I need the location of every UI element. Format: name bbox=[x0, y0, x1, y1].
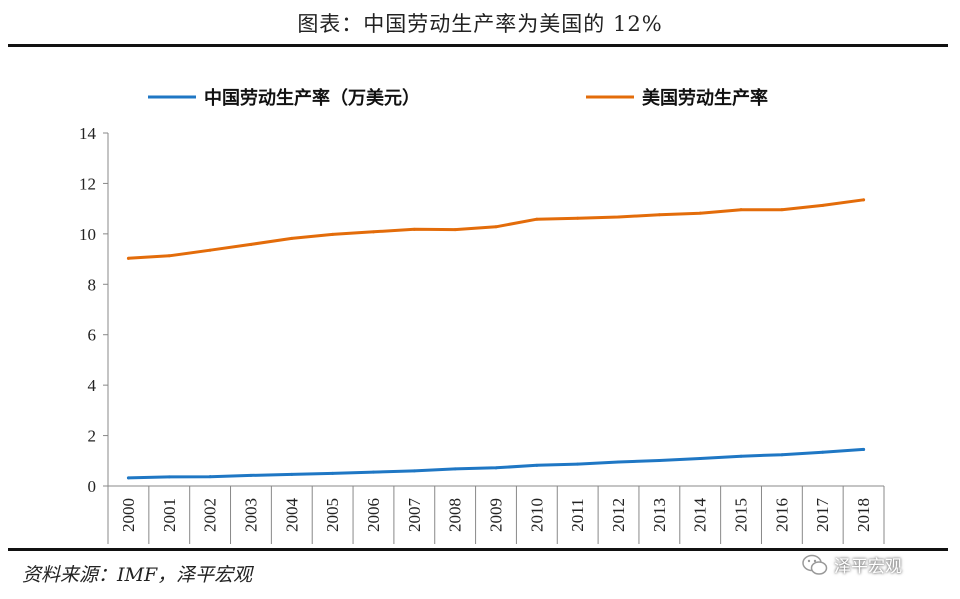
data-point bbox=[862, 198, 866, 202]
x-tick-label: 2012 bbox=[609, 498, 628, 532]
legend: 中国劳动生产率（万美元） 美国劳动生产率 bbox=[148, 87, 768, 109]
data-point bbox=[371, 230, 375, 234]
data-point bbox=[412, 469, 416, 473]
data-point bbox=[167, 475, 171, 479]
series-line-1 bbox=[126, 198, 866, 260]
x-tick-label: 2007 bbox=[405, 498, 424, 533]
data-point bbox=[780, 208, 784, 212]
y-tick-label: 8 bbox=[88, 275, 97, 294]
data-point bbox=[698, 211, 702, 215]
data-point bbox=[167, 254, 171, 258]
data-point bbox=[576, 216, 580, 220]
x-tick-label: 2005 bbox=[323, 498, 342, 532]
x-tick-label: 2000 bbox=[119, 498, 138, 532]
data-point bbox=[657, 459, 661, 463]
x-tick-label: 2016 bbox=[772, 498, 791, 532]
x-tick-label: 2013 bbox=[650, 498, 669, 532]
y-tick-label: 6 bbox=[88, 326, 97, 345]
data-point bbox=[821, 203, 825, 207]
data-point bbox=[453, 228, 457, 232]
data-point bbox=[698, 457, 702, 461]
data-point bbox=[290, 236, 294, 240]
x-tick-label: 2017 bbox=[813, 498, 832, 533]
data-point bbox=[371, 470, 375, 474]
data-point bbox=[494, 225, 498, 229]
y-tick-label: 14 bbox=[79, 124, 97, 143]
data-point bbox=[126, 256, 130, 260]
x-tick-label: 2009 bbox=[487, 498, 506, 532]
y-tick-label: 2 bbox=[88, 427, 97, 446]
data-point bbox=[208, 475, 212, 479]
data-point bbox=[821, 450, 825, 454]
bottom-rule bbox=[8, 548, 948, 551]
x-tick-label: 2015 bbox=[732, 498, 751, 532]
data-point bbox=[453, 467, 457, 471]
x-tick-label: 2008 bbox=[446, 498, 465, 532]
data-point bbox=[249, 242, 253, 246]
data-point bbox=[331, 232, 335, 236]
y-tick-label: 12 bbox=[79, 174, 96, 193]
legend-label-0: 中国劳动生产率（万美元） bbox=[204, 87, 420, 109]
data-point bbox=[739, 208, 743, 212]
x-tick-label: 2018 bbox=[854, 498, 873, 532]
data-point bbox=[862, 447, 866, 451]
data-point bbox=[535, 217, 539, 221]
data-point bbox=[739, 454, 743, 458]
y-tick-label: 10 bbox=[79, 225, 96, 244]
x-tick-label: 2003 bbox=[241, 498, 260, 532]
data-point bbox=[657, 213, 661, 217]
data-point bbox=[331, 471, 335, 475]
data-point bbox=[412, 227, 416, 231]
x-tick-label: 2011 bbox=[568, 498, 587, 531]
legend-label-1: 美国劳动生产率 bbox=[642, 87, 768, 109]
y-tick-label: 0 bbox=[88, 477, 97, 496]
x-tick-label: 2006 bbox=[364, 498, 383, 532]
data-point bbox=[617, 215, 621, 219]
x-tick-label: 2004 bbox=[282, 498, 301, 533]
data-point bbox=[780, 453, 784, 457]
y-tick-label: 4 bbox=[88, 376, 97, 395]
data-point bbox=[249, 473, 253, 477]
data-point bbox=[617, 460, 621, 464]
wechat-icon bbox=[802, 554, 828, 575]
data-point bbox=[208, 248, 212, 252]
data-point bbox=[126, 476, 130, 480]
source-note: 资料来源：IMF，泽平宏观 bbox=[22, 564, 253, 586]
top-rule bbox=[8, 44, 948, 47]
watermark-text: 泽平宏观 bbox=[834, 557, 902, 577]
x-tick-label: 2001 bbox=[160, 498, 179, 532]
axes: 0 2 4 6 8 10 12 14 2000 2001 2002 2003 2004 2005 2006 2… bbox=[79, 124, 885, 544]
watermark: 泽平宏观 bbox=[802, 552, 902, 577]
series-lines bbox=[126, 198, 866, 480]
x-tick-label: 2010 bbox=[527, 498, 546, 532]
x-tick-label: 2002 bbox=[201, 498, 220, 532]
x-tick-label: 2014 bbox=[691, 498, 710, 533]
data-point bbox=[535, 463, 539, 467]
series-line-0 bbox=[126, 447, 866, 480]
data-point bbox=[576, 462, 580, 466]
chart-title: 图表：中国劳动生产率为美国的 12% bbox=[297, 12, 663, 36]
data-point bbox=[494, 466, 498, 470]
data-point bbox=[290, 472, 294, 476]
